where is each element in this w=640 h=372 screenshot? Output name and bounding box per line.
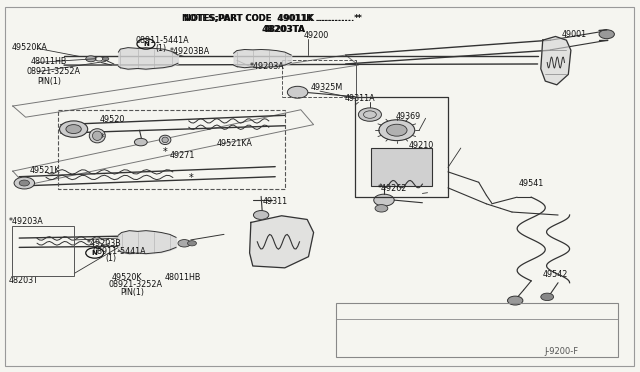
- Text: 49521KA: 49521KA: [216, 139, 252, 148]
- Text: J-9200-F: J-9200-F: [544, 347, 578, 356]
- Text: *: *: [163, 147, 168, 157]
- Text: PIN(1): PIN(1): [120, 288, 145, 296]
- Circle shape: [102, 57, 109, 61]
- Circle shape: [60, 121, 88, 137]
- Circle shape: [19, 180, 29, 186]
- Circle shape: [387, 124, 407, 136]
- Text: 49311A: 49311A: [344, 94, 375, 103]
- Circle shape: [66, 125, 81, 134]
- Text: 48203T: 48203T: [9, 276, 39, 285]
- Text: 49325M: 49325M: [311, 83, 343, 92]
- Text: PIN(1): PIN(1): [37, 77, 61, 86]
- Circle shape: [188, 241, 196, 246]
- Text: (1): (1): [155, 44, 166, 53]
- Text: 49001: 49001: [562, 30, 587, 39]
- Circle shape: [508, 296, 523, 305]
- Circle shape: [134, 138, 147, 146]
- Text: *49203BA: *49203BA: [170, 47, 210, 56]
- Text: 49200: 49200: [304, 31, 329, 40]
- Circle shape: [379, 120, 415, 141]
- Circle shape: [358, 108, 381, 121]
- Text: 48203TA: 48203TA: [261, 25, 305, 33]
- Text: 08921-3252A: 08921-3252A: [109, 280, 163, 289]
- Ellipse shape: [162, 137, 168, 142]
- Polygon shape: [541, 36, 571, 85]
- Ellipse shape: [89, 129, 105, 143]
- Text: 49520KA: 49520KA: [12, 43, 47, 52]
- Text: 08911-5441A: 08911-5441A: [93, 247, 147, 256]
- Circle shape: [86, 56, 96, 62]
- Text: NOTES;PART CODE  49011K ........... *: NOTES;PART CODE 49011K ........... *: [182, 13, 362, 22]
- Text: N: N: [143, 41, 149, 47]
- Circle shape: [375, 205, 388, 212]
- Text: 49369: 49369: [396, 112, 420, 121]
- Text: 08911-5441A: 08911-5441A: [136, 36, 189, 45]
- Circle shape: [287, 86, 308, 98]
- Circle shape: [178, 240, 191, 247]
- Text: *49203A: *49203A: [9, 217, 44, 226]
- Text: *49262: *49262: [378, 185, 407, 193]
- Text: 49271: 49271: [170, 151, 195, 160]
- Circle shape: [374, 194, 394, 206]
- Text: 49541: 49541: [518, 179, 543, 187]
- Text: 48203TA: 48203TA: [264, 25, 306, 33]
- Text: *: *: [188, 173, 193, 183]
- Text: 49311: 49311: [262, 197, 287, 206]
- Text: 48011HB: 48011HB: [31, 57, 67, 66]
- Text: N: N: [92, 250, 98, 256]
- Circle shape: [14, 177, 35, 189]
- Text: 08921-3252A: 08921-3252A: [27, 67, 81, 76]
- FancyBboxPatch shape: [371, 148, 432, 186]
- Text: 49520: 49520: [99, 115, 125, 124]
- Text: 49210: 49210: [408, 141, 433, 150]
- Text: 49542: 49542: [543, 270, 568, 279]
- Text: *49203B: *49203B: [86, 239, 121, 248]
- Text: *: *: [100, 134, 105, 143]
- Ellipse shape: [93, 131, 102, 140]
- Circle shape: [541, 293, 554, 301]
- Text: 48011HB: 48011HB: [165, 273, 202, 282]
- Text: 49521K: 49521K: [29, 166, 60, 175]
- Circle shape: [253, 211, 269, 219]
- Text: NOTES;PART CODE  49011K ........... *: NOTES;PART CODE 49011K ........... *: [184, 13, 359, 22]
- Ellipse shape: [159, 135, 171, 144]
- Circle shape: [599, 30, 614, 39]
- Polygon shape: [250, 216, 314, 268]
- Text: 49520K: 49520K: [112, 273, 143, 282]
- Text: (1): (1): [106, 254, 116, 263]
- Text: *49203A: *49203A: [250, 62, 284, 71]
